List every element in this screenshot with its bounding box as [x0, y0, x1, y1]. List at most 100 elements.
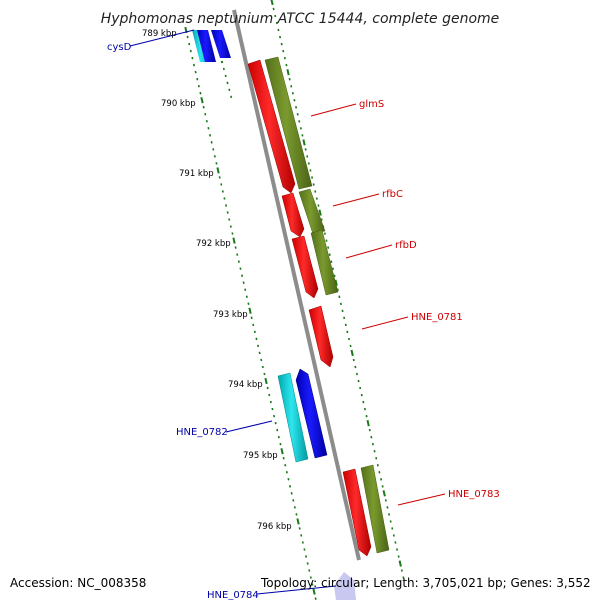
gene-hne0783-arrow[interactable] [342, 468, 372, 557]
minor-tick [344, 323, 347, 327]
gene-glms-cds[interactable] [264, 56, 313, 190]
minor-tick [355, 372, 358, 376]
minor-tick [392, 534, 395, 537]
minor-tick [279, 35, 282, 39]
minor-tick [394, 541, 397, 544]
minor-tick [242, 281, 245, 284]
major-tick [264, 377, 268, 385]
minor-tick [331, 267, 334, 270]
tick-label-795: 795 kbp [243, 451, 278, 461]
tick-label-789: 789 kbp [142, 29, 177, 39]
tick-label-793: 793 kbp [213, 310, 248, 320]
minor-tick [341, 309, 344, 313]
label-leaders [129, 29, 446, 595]
minor-tick [271, 407, 274, 411]
gene-hne0784-upstream[interactable] [211, 30, 231, 58]
label-rfbc[interactable]: rfbC [382, 189, 403, 200]
minor-tick [276, 428, 279, 432]
minor-tick [352, 358, 355, 362]
gene-hne0783-cds[interactable] [360, 464, 390, 554]
minor-tick [245, 295, 248, 298]
gene-hne0782-cds[interactable] [277, 372, 309, 463]
gene-hne0782-arrow[interactable] [295, 368, 328, 459]
minor-tick [285, 471, 288, 474]
minor-tick [199, 91, 202, 95]
minor-tick [222, 67, 225, 71]
major-tick [216, 167, 220, 174]
gene-hne0784-arrow[interactable] [334, 572, 356, 600]
tick-label-791: 791 kbp [179, 169, 214, 179]
minor-tick [396, 548, 399, 551]
minor-tick [311, 583, 314, 586]
minor-tick [285, 63, 288, 67]
label-hne0781[interactable]: HNE_0781 [411, 312, 463, 323]
minor-tick [237, 260, 240, 263]
gene-rfbc-cds[interactable] [298, 188, 326, 235]
gene-labels: glmS rfbC rfbD HNE_0781 HNE_0782 HNE_078… [107, 42, 500, 600]
minor-tick [339, 302, 342, 306]
gene-cysd-arrow[interactable] [197, 30, 216, 62]
minor-tick [261, 365, 264, 369]
minor-tick [282, 456, 285, 460]
major-tick [200, 97, 204, 104]
minor-tick [277, 28, 280, 32]
leader-hne0782 [225, 420, 273, 433]
minor-tick [295, 513, 298, 516]
major-tick [382, 490, 386, 497]
gene-glms-arrow[interactable] [247, 59, 296, 194]
minor-tick [241, 274, 244, 277]
minor-tick [301, 134, 304, 137]
minor-tick [299, 127, 302, 130]
gene-rfbd-arrow[interactable] [291, 235, 319, 299]
label-hne0782[interactable]: HNE_0782 [176, 427, 228, 438]
minor-tick [314, 190, 317, 193]
label-rfbd[interactable]: rfbD [395, 240, 417, 251]
gene-hne0781-arrow[interactable] [308, 305, 334, 368]
minor-tick [226, 211, 229, 214]
minor-tick [210, 141, 213, 144]
tick-labels: 789 kbp 790 kbp 791 kbp 792 kbp 793 kbp … [142, 29, 292, 532]
major-tick [248, 307, 252, 314]
minor-tick [225, 204, 228, 207]
tick-label-792: 792 kbp [196, 239, 231, 249]
gene-rfbd-cds[interactable] [310, 229, 339, 296]
minor-tick [391, 527, 394, 530]
minor-tick [373, 450, 376, 453]
minor-tick [288, 77, 291, 81]
minor-tick [221, 190, 224, 193]
label-glms[interactable]: glmS [359, 99, 384, 110]
minor-tick [317, 204, 320, 207]
minor-tick [304, 148, 307, 151]
minor-tick [298, 120, 301, 123]
minor-tick [260, 358, 263, 362]
minor-tick [330, 260, 333, 263]
major-tick [302, 139, 306, 146]
minor-tick [300, 534, 303, 537]
minor-tick [255, 337, 258, 341]
minor-tick [202, 105, 205, 109]
minor-tick [293, 506, 296, 509]
gene-rfbc-arrow[interactable] [281, 192, 305, 238]
map-title: Hyphomonas neptunium ATCC 15444, complet… [101, 11, 500, 27]
label-hne0784[interactable]: HNE_0784 [207, 590, 259, 600]
minor-tick [247, 302, 250, 305]
minor-tick [328, 253, 331, 256]
tick-label-790: 790 kbp [161, 99, 196, 109]
minor-tick [253, 330, 256, 334]
label-cysd[interactable]: cysD [107, 42, 132, 53]
minor-tick [402, 576, 405, 579]
right-tick-track [270, 0, 405, 579]
label-hne0783[interactable]: HNE_0783 [448, 489, 500, 500]
minor-tick [305, 555, 308, 558]
tick-label-794: 794 kbp [228, 380, 263, 390]
minor-tick [273, 414, 276, 418]
major-tick [350, 349, 354, 357]
minor-tick [215, 162, 218, 165]
minor-tick [400, 569, 403, 572]
minor-tick [197, 84, 200, 88]
minor-tick [295, 106, 298, 109]
minor-tick [386, 506, 389, 509]
minor-tick [293, 99, 296, 102]
minor-tick [397, 555, 400, 558]
